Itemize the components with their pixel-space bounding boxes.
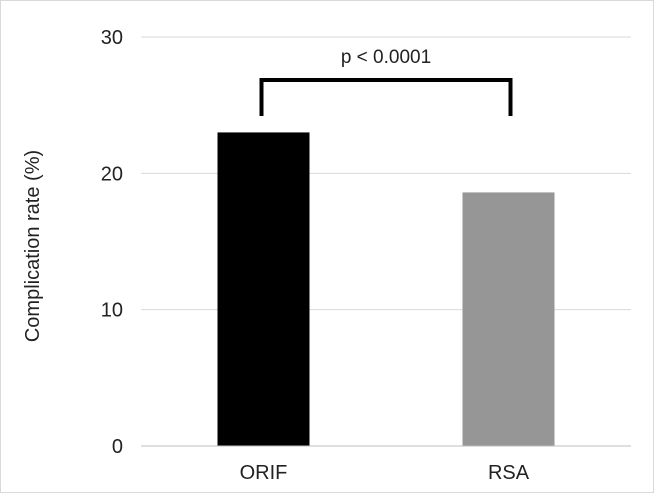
axes: 0 10 20 30 ORIF RSA <box>101 27 631 484</box>
significance-annotation: p < 0.0001 <box>259 47 513 116</box>
bar-rsa <box>462 192 555 446</box>
x-tick-label: RSA <box>488 462 530 484</box>
y-tick-label: 10 <box>101 300 123 322</box>
gridlines <box>141 36 631 311</box>
significance-bracket <box>259 78 513 116</box>
y-axis-label: Complication rate (%) <box>22 150 44 342</box>
y-tick-label: 30 <box>101 27 123 49</box>
x-tick-label: ORIF <box>240 462 288 484</box>
y-tick-label: 0 <box>112 436 123 458</box>
bar-orif <box>217 132 310 446</box>
labels: Complication rate (%) <box>22 150 44 342</box>
bars <box>217 132 555 446</box>
y-tick-label: 20 <box>101 163 123 185</box>
p-value-label: p < 0.0001 <box>341 47 431 68</box>
